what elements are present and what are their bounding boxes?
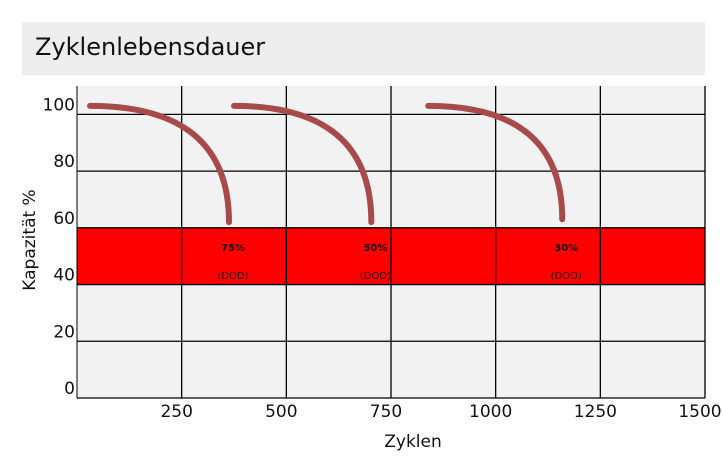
y-tick-label: 40 <box>53 266 75 286</box>
y-tick-label: 20 <box>53 322 75 342</box>
dod-note: (DOD) <box>217 271 248 282</box>
y-tick-label: 80 <box>53 152 75 172</box>
capacity-curve <box>86 102 232 226</box>
chart-title: Zyklenlebensdauer <box>35 33 265 61</box>
y-tick-label: 60 <box>53 209 75 229</box>
x-tick-label: 1250 <box>574 402 617 422</box>
x-tick-label: 250 <box>160 402 192 422</box>
x-tick-label: 750 <box>370 402 402 422</box>
capacity-curve <box>231 102 375 226</box>
x-tick-label: 1000 <box>469 402 512 422</box>
dod-label: 30% <box>554 243 578 254</box>
y-axis-label: Kapazität % <box>20 189 40 290</box>
dod-label: 75% <box>221 243 245 254</box>
x-axis-label: Zyklen <box>384 432 442 452</box>
dod-note: (DOD) <box>551 271 582 282</box>
x-tick-label: 1500 <box>678 402 721 422</box>
dod-label: 50% <box>363 243 387 254</box>
title-bar <box>22 22 705 75</box>
dod-note: (DOD) <box>360 271 391 282</box>
y-tick-label: 0 <box>64 379 75 399</box>
x-tick-label: 500 <box>265 402 297 422</box>
capacity-curve <box>425 102 566 223</box>
y-tick-label: 100 <box>43 95 75 115</box>
